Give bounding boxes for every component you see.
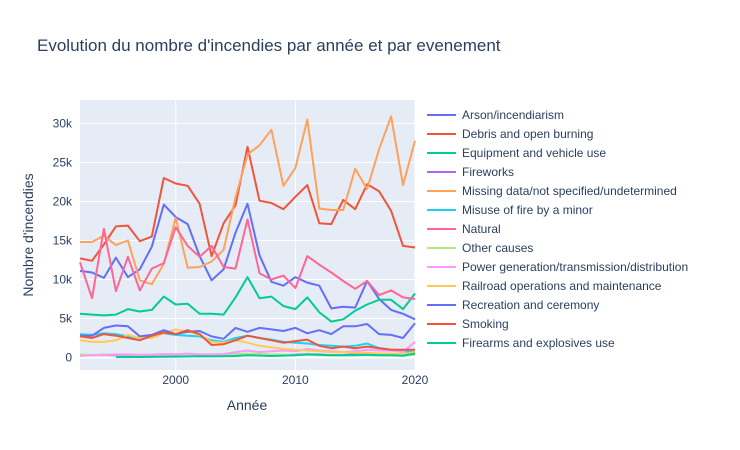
chart-title: Evolution du nombre d'incendies par anné… <box>37 36 501 55</box>
legend-item[interactable]: Arson/incendiarism <box>427 108 564 122</box>
series-line-smoking[interactable] <box>79 329 415 351</box>
legend-label: Debris and open burning <box>462 127 593 141</box>
legend-item[interactable]: Power generation/transmission/distributi… <box>427 260 688 274</box>
x-tick-label: 2010 <box>282 373 309 387</box>
y-tick-label: 10k <box>53 272 73 286</box>
series-line-equipment-and-vehicle-use[interactable] <box>79 276 416 323</box>
series-line-debris-and-open-burning[interactable] <box>79 145 416 262</box>
legend-label: Arson/incendiarism <box>462 108 564 122</box>
legend-label: Recreation and ceremony <box>462 298 599 312</box>
x-axis-ticks: 2000 2010 2020 <box>162 373 428 387</box>
legend-label: Fireworks <box>462 165 514 179</box>
y-tick-label: 25k <box>53 155 73 169</box>
y-axis-title: Nombre d'incendies <box>20 173 36 296</box>
series-line-arson-incendiarism[interactable] <box>79 202 416 321</box>
legend-item[interactable]: Railroad operations and maintenance <box>427 279 662 293</box>
legend-item[interactable]: Equipment and vehicle use <box>427 146 606 160</box>
legend: Arson/incendiarism Debris and open burnin… <box>427 108 688 350</box>
legend-label: Railroad operations and maintenance <box>462 279 662 293</box>
series-line-recreation-and-ceremony[interactable] <box>80 322 416 340</box>
y-tick-label: 5k <box>59 311 73 325</box>
y-tick-label: 30k <box>53 116 73 130</box>
y-tick-label: 20k <box>53 194 73 208</box>
series-line-railroad-operations-and-maintenance[interactable] <box>79 328 416 356</box>
legend-item[interactable]: Firearms and explosives use <box>427 336 615 350</box>
series-line-power-generation-transmission-distribution[interactable] <box>79 341 416 357</box>
series-line-natural[interactable] <box>79 218 416 300</box>
legend-label: Smoking <box>462 317 509 331</box>
y-axis-ticks: 0 5k 10k 15k 20k 25k 30k <box>53 116 73 364</box>
legend-label: Equipment and vehicle use <box>462 146 606 160</box>
legend-item[interactable]: Debris and open burning <box>427 127 593 141</box>
legend-item[interactable]: Recreation and ceremony <box>427 298 599 312</box>
y-tick-label: 15k <box>53 233 73 247</box>
series-lines <box>79 115 416 359</box>
legend-item[interactable]: Other causes <box>427 241 533 255</box>
legend-item[interactable]: Natural <box>427 222 501 236</box>
series-line-missing-data-not-specified-undetermined[interactable] <box>80 115 416 286</box>
y-tick-label: 0 <box>65 351 72 365</box>
x-tick-label: 2020 <box>402 373 429 387</box>
legend-item[interactable]: Fireworks <box>427 165 514 179</box>
legend-item[interactable]: Missing data/not specified/undetermined <box>427 184 677 198</box>
legend-label: Missing data/not specified/undetermined <box>462 184 677 198</box>
x-axis-title: Année <box>227 397 268 413</box>
series-line-firearms-and-explosives-use[interactable] <box>115 352 416 359</box>
legend-item[interactable]: Smoking <box>427 317 509 331</box>
legend-label: Natural <box>462 222 501 236</box>
legend-label: Other causes <box>462 241 533 255</box>
legend-item[interactable]: Misuse of fire by a minor <box>427 203 593 217</box>
x-tick-label: 2000 <box>162 373 189 387</box>
legend-label: Firearms and explosives use <box>462 336 615 350</box>
legend-label: Misuse of fire by a minor <box>462 203 593 217</box>
legend-label: Power generation/transmission/distributi… <box>462 260 688 274</box>
